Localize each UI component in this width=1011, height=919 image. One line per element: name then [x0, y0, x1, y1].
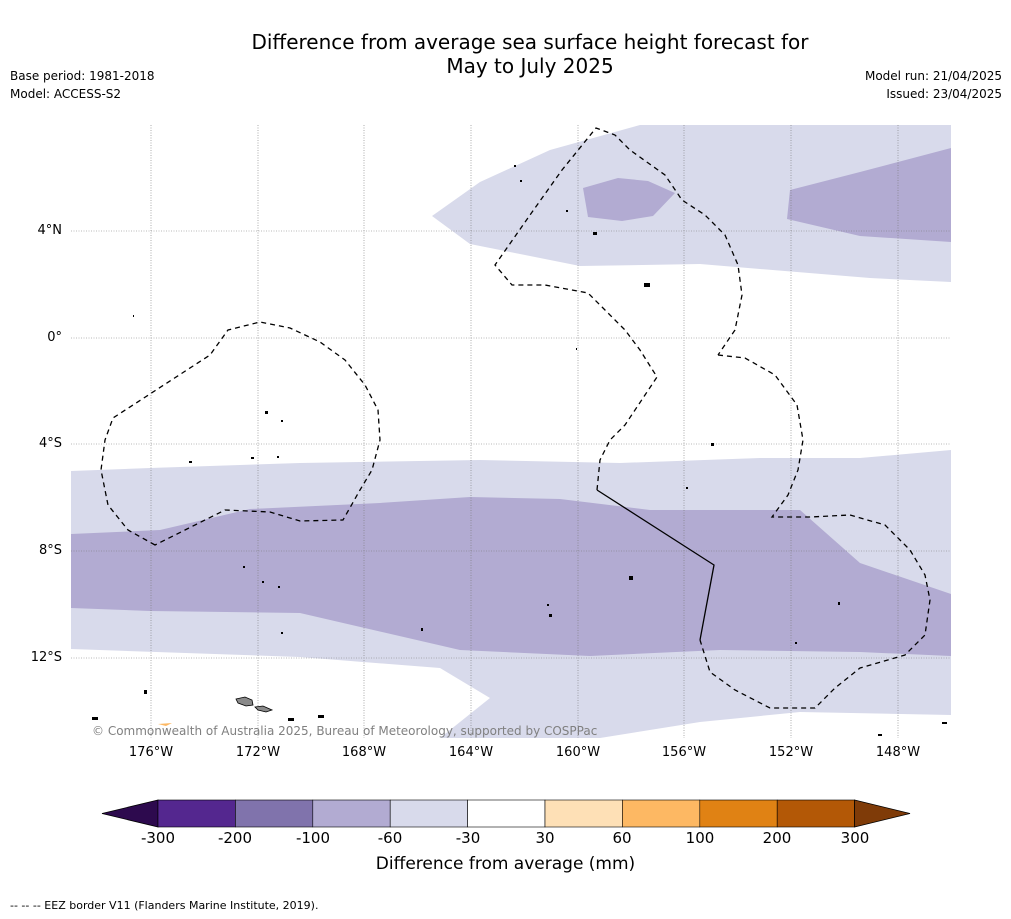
- eez-legend-note: -- -- -- EEZ border V11 (Flanders Marine…: [10, 899, 319, 912]
- anomaly-patch-north-east: [787, 148, 951, 242]
- colorbar: [101, 799, 911, 828]
- island: [133, 315, 134, 317]
- island: [547, 604, 549, 606]
- colorbar-segment: [699, 799, 778, 828]
- colorbar-tick-label: -30: [455, 829, 481, 847]
- lon-label-160w: 160°W: [555, 745, 601, 760]
- colorbar-segment: [389, 799, 468, 828]
- lat-label-4n: 4°N: [37, 223, 63, 238]
- colorbar-segment: [467, 799, 546, 828]
- island: [514, 165, 516, 167]
- colorbar-tick-label: 30: [535, 829, 555, 847]
- issued-date: Issued: 23/04/2025: [886, 87, 1002, 101]
- title-line-2: May to July 2025: [446, 54, 614, 78]
- colorbar-tick-label: 60: [612, 829, 632, 847]
- colorbar-segment: [312, 799, 391, 828]
- lon-label-168w: 168°W: [341, 745, 387, 760]
- colorbar-extension-high: [854, 799, 911, 828]
- island: [243, 566, 245, 568]
- model-name: Model: ACCESS-S2: [10, 87, 122, 101]
- samoa-islands: [235, 696, 274, 713]
- island: [878, 734, 882, 736]
- lon-label-164w: 164°W: [448, 745, 494, 760]
- lon-label-176w: 176°W: [128, 745, 174, 760]
- island: [421, 628, 423, 631]
- meta-right: Model run: 21/04/2025 Issued: 23/04/2025: [865, 67, 1002, 103]
- lon-label-156w: 156°W: [661, 745, 707, 760]
- lat-label-4s: 4°S: [38, 436, 62, 451]
- eez-border-phoenix-line: [494, 127, 743, 491]
- colorbar-tick-label: -60: [377, 829, 403, 847]
- island: [262, 581, 264, 583]
- colorbar-segment: [622, 799, 701, 828]
- island: [629, 576, 633, 580]
- anomaly-band-south-medium: [71, 497, 951, 656]
- island-upolu: [235, 696, 254, 707]
- colorbar-segment: [235, 799, 314, 828]
- colorbar-segment: [544, 799, 623, 828]
- islands: [92, 165, 947, 736]
- lat-label-0: 0°: [47, 330, 62, 345]
- island: [686, 487, 688, 489]
- island: [265, 411, 268, 414]
- island: [288, 718, 294, 721]
- island: [549, 614, 552, 617]
- colorbar-title: Difference from average (mm): [375, 854, 636, 874]
- colorbar-tick-label: 200: [762, 829, 792, 847]
- eez-border-solid: [596, 489, 715, 641]
- model-run: Model run: 21/04/2025: [864, 69, 1002, 83]
- copyright-notice: © Commonwealth of Australia 2025, Bureau…: [92, 724, 598, 738]
- colorbar-segment: [776, 799, 855, 828]
- lat-label-12s: 12°S: [30, 650, 62, 665]
- island: [144, 690, 147, 694]
- island: [593, 232, 597, 235]
- island: [520, 180, 522, 182]
- base-period: Base period: 1981-2018: [10, 69, 155, 83]
- eez-borders: [100, 127, 931, 709]
- colorbar-tick-label: -300: [140, 829, 176, 847]
- island: [644, 283, 650, 287]
- island: [251, 457, 254, 459]
- island: [711, 443, 714, 446]
- island: [281, 632, 283, 634]
- island: [566, 210, 568, 212]
- anomaly-band-north-light: [432, 125, 951, 282]
- lon-label-152w: 152°W: [768, 745, 814, 760]
- lon-label-172w: 172°W: [235, 745, 281, 760]
- island: [576, 348, 577, 350]
- colorbar-tick-label: 100: [685, 829, 715, 847]
- island: [318, 715, 324, 718]
- island: [277, 456, 279, 458]
- anomaly-fields: [71, 125, 951, 738]
- lon-label-148w: 148°W: [875, 745, 921, 760]
- island-tutuila: [254, 705, 274, 713]
- colorbar-tick-label: -100: [295, 829, 331, 847]
- map-title: Difference from average sea surface heig…: [180, 30, 880, 78]
- graticule: [71, 125, 951, 738]
- anomaly-patch-north-central: [583, 178, 675, 221]
- lat-label-8s: 8°S: [38, 543, 62, 558]
- colorbar-tick-label: 300: [840, 829, 870, 847]
- island: [838, 602, 840, 605]
- colorbar-tick-label: -200: [217, 829, 253, 847]
- title-line-1: Difference from average sea surface heig…: [251, 30, 809, 54]
- island: [795, 642, 797, 644]
- island-orange: [158, 723, 172, 726]
- colorbar-segment: [157, 799, 236, 828]
- island: [281, 420, 283, 422]
- meta-left: Base period: 1981-2018 Model: ACCESS-S2: [10, 67, 155, 103]
- colorbar-extension-low: [101, 799, 159, 828]
- island: [278, 586, 280, 588]
- island: [942, 722, 947, 724]
- island: [189, 461, 192, 463]
- island: [92, 717, 98, 720]
